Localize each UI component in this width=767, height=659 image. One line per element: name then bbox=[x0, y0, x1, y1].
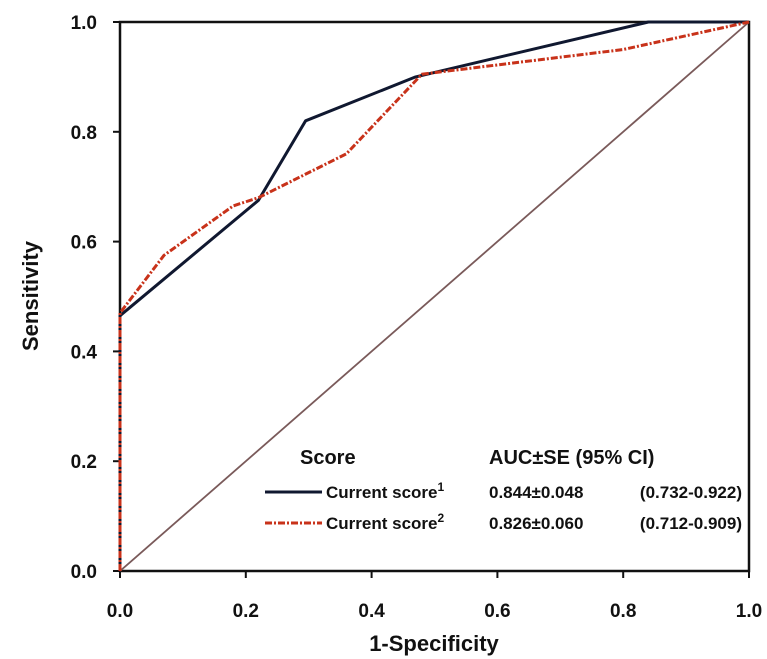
y-axis-title: Sensitivity bbox=[18, 240, 43, 351]
x-tick-label: 1.0 bbox=[736, 601, 762, 622]
y-tick-label: 0.8 bbox=[71, 123, 97, 144]
legend-auc-2: 0.826±0.060 bbox=[489, 514, 583, 533]
y-tick-label: 0.4 bbox=[71, 342, 98, 363]
legend-header-auc: AUC±SE (95% CI) bbox=[489, 447, 654, 469]
legend-ci-2: (0.712-0.909) bbox=[640, 514, 742, 533]
y-axis-ticks: 0.0 0.2 0.4 0.6 0.8 1.0 bbox=[71, 13, 120, 583]
y-tick-label: 0.0 bbox=[71, 562, 97, 583]
plot-frame bbox=[118, 20, 751, 573]
legend: Score AUC±SE (95% CI) Current score1 0.84… bbox=[265, 447, 742, 533]
legend-auc-1: 0.844±0.048 bbox=[489, 483, 583, 502]
x-tick-label: 0.2 bbox=[233, 601, 259, 622]
series-line-score-2 bbox=[118, 20, 750, 571]
y-tick-label: 0.2 bbox=[71, 452, 97, 473]
series-line-score-1 bbox=[118, 20, 749, 571]
reference-diagonal-line bbox=[119, 21, 750, 572]
legend-header-score: Score bbox=[300, 447, 356, 469]
x-tick-label: 0.4 bbox=[358, 601, 385, 622]
legend-label-2: Current score2 bbox=[326, 511, 444, 533]
x-tick-label: 0.8 bbox=[610, 601, 636, 622]
legend-ci-1: (0.732-0.922) bbox=[640, 483, 742, 502]
x-axis-title: 1-Specificity bbox=[369, 631, 499, 656]
legend-label-1: Current score1 bbox=[326, 480, 444, 502]
x-tick-label: 0.6 bbox=[484, 601, 510, 622]
y-tick-label: 1.0 bbox=[71, 13, 97, 34]
series-layer bbox=[118, 20, 750, 572]
plot-border bbox=[118, 20, 751, 573]
x-tick-label: 0.0 bbox=[107, 601, 133, 622]
y-tick-label: 0.6 bbox=[71, 233, 97, 254]
x-axis-ticks: 0.0 0.2 0.4 0.6 0.8 1.0 bbox=[107, 571, 762, 622]
